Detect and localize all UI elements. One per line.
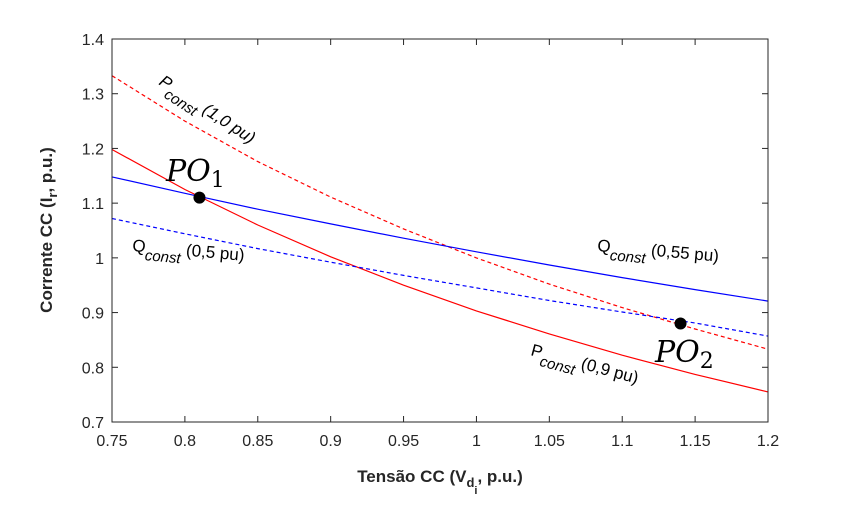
x-tick-label: 1.05 [534,433,565,450]
y-axis-title-tail: , p.u.) [37,147,56,192]
annotation-q-const-0-55-sub: const [609,247,647,267]
annotation-p-const-0-9-main: P [529,341,545,362]
y-tick-label: 1.4 [82,32,104,49]
y-tick-label: 0.9 [82,306,104,323]
x-tick-label: 1.15 [680,433,711,450]
annotation-q-const-0-55-main: Q [597,236,612,256]
po1-label: PO1 [165,154,225,193]
series-line-q-const-0-55 [111,176,769,302]
y-tick-label: 0.8 [82,360,104,377]
y-axis-title-sub: r [45,193,60,198]
y-tick-label: 1 [95,251,104,268]
y-tick-label: 1.2 [82,141,104,158]
svg-text:Corrente CC (Ir, p.u.): Corrente CC (Ir, p.u.) [37,147,60,313]
x-tick-label: 0.95 [388,433,419,450]
po2-marker [674,317,687,330]
ticks-layer: 0.75 0.8 0.85 0.9 0.95 1 1.05 1.1 1.15 1.2 0.7 0.8 0… [82,32,779,450]
series-layer [111,75,769,393]
po1-marker [193,191,206,204]
po2-label: PO2 [654,335,714,374]
x-tick-label: 0.8 [174,433,196,450]
x-axis-title-main: Tensão CC (V [357,467,467,486]
annotation-q-const-0-5-main: Q [132,236,147,256]
x-tick-label: 1.1 [611,433,633,450]
annotation-q-const-0-5-sub: const [144,247,182,267]
po1-label-main: PO [165,154,211,189]
po2-label-main: PO [654,335,700,370]
x-tick-label: 0.85 [242,433,273,450]
po2-label-sub: 2 [700,349,714,374]
x-tick-label: 1 [472,433,481,450]
y-axis-title-main: Corrente CC (I [37,198,56,313]
x-axis-title: Tensão CC (Vdi, p.u.) [357,467,523,497]
x-axis-title-tail: , p.u.) [477,467,522,486]
x-tick-label: 1.2 [757,433,779,450]
y-tick-label: 1.3 [82,87,104,104]
po1-label-sub: 1 [211,168,225,193]
x-axis-title-sub: d [466,475,474,490]
y-tick-label: 1.1 [82,196,104,213]
x-tick-label: 0.9 [320,433,342,450]
points-layer [193,191,687,330]
series-line-p-const-1-0 [111,75,769,350]
plot-frame [111,38,769,423]
y-axis-title: Corrente CC (Ir, p.u.) [37,147,60,313]
x-tick-label: 0.75 [96,433,127,450]
y-tick-label: 0.7 [82,415,104,432]
series-line-p-const-0-9 [111,148,769,393]
series-line-q-const-0-5 [111,217,769,337]
x-axis-title-subsub: i [474,485,477,497]
